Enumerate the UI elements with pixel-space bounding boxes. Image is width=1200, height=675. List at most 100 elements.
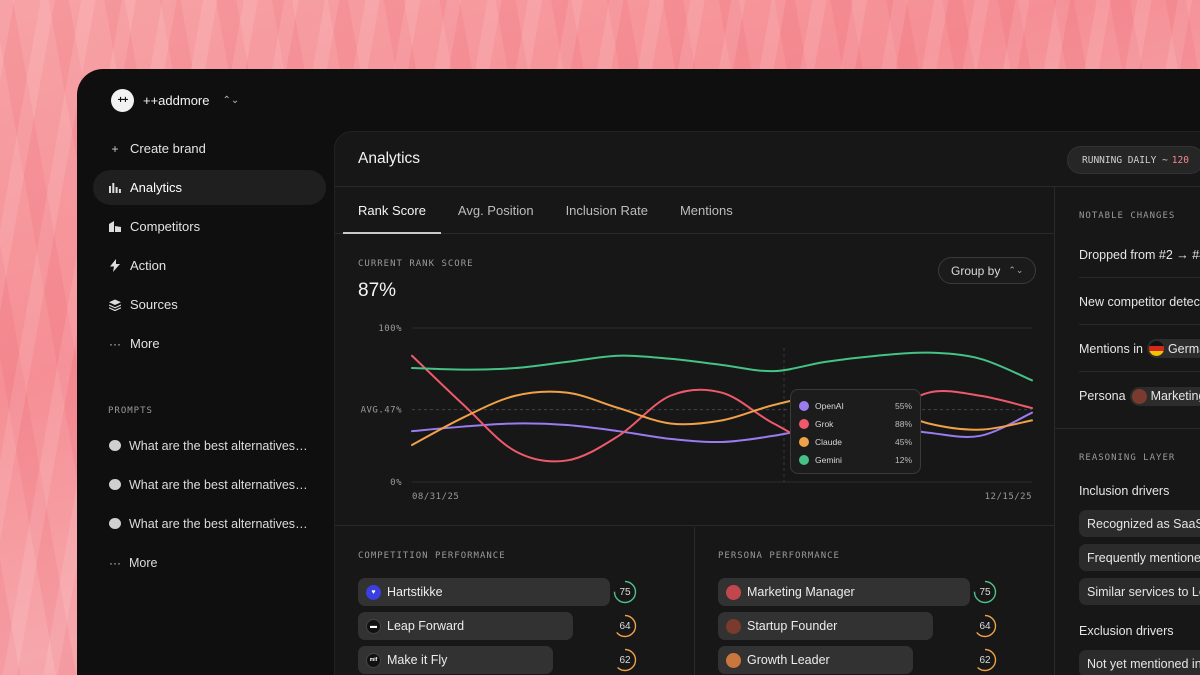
running-status-pill[interactable]: RUNNING DAILY ~ 120 [1067,146,1200,174]
prompt-item[interactable]: What are the best alternatives t... [93,506,326,541]
current-rank-label: CURRENT RANK SCORE [358,259,474,269]
score-value: 75 [979,586,991,598]
persona-row[interactable]: Startup Founder [718,612,933,640]
prompt-item[interactable]: What are the best alternatives t... [93,467,326,502]
y-tick-label: AVG.47% [361,406,403,416]
buildings-icon [109,221,121,232]
tooltip-name: OpenAI [815,401,844,411]
persona-performance: PERSONA PERFORMANCE Marketing Manager 75… [695,527,1055,675]
inclusion-drivers-label: Inclusion drivers [1079,484,1170,498]
insights-column: NOTABLE CHANGES Dropped from #2 → #4 New… [1055,187,1200,675]
persona-avatar [726,652,741,668]
sidebar-item-action[interactable]: Action [93,248,326,283]
persona-chip: Marketing [1129,386,1200,406]
persona-bar: Marketing Manager [718,578,970,606]
chat-bubble-icon [109,479,121,490]
competitor-name: Hartstikke [387,585,443,599]
openai-icon [799,401,809,411]
change-item[interactable]: New competitor detect [1079,279,1200,325]
competitor-row[interactable]: ♥ Hartstikke [358,578,610,606]
tab-rank-score[interactable]: Rank Score [343,187,441,234]
tooltip-value: 55% [894,401,912,411]
sidebar-item-label: Competitors [130,219,201,234]
score-ring: 75 [613,580,637,604]
gemini-icon [799,455,809,465]
score-ring-progress [613,614,637,638]
exclusion-driver[interactable]: Not yet mentioned in t [1079,650,1200,675]
current-rank-value: 87% [358,280,397,301]
tab-inclusion-rate[interactable]: Inclusion Rate [565,202,648,218]
persona-bar: Growth Leader [718,646,913,674]
score-ring: 75 [973,580,997,604]
competitor-bar: ▬ Leap Forward [358,612,573,640]
running-status-text: RUNNING DAILY ~ [1082,154,1168,166]
layers-icon [109,298,121,311]
chat-bubble-icon [109,440,121,451]
group-by-label: Group by [951,263,1001,278]
sidebar-item-competitors[interactable]: Competitors [93,209,326,244]
chat-bubble-icon [109,518,121,529]
sidebar-item-create-brand[interactable]: + Create brand [93,131,326,166]
y-tick-label: 100% [378,324,402,334]
change-item[interactable]: Mentions in Germa [1079,326,1200,372]
persona-row[interactable]: Marketing Manager [718,578,970,606]
competitor-row[interactable]: ▬ Leap Forward [358,612,573,640]
persona-name: Growth Leader [747,653,830,667]
tooltip-name: Grok [815,419,834,429]
grok-icon [799,419,809,429]
persona-title: PERSONA PERFORMANCE [718,551,840,561]
sidebar-item-analytics[interactable]: Analytics [93,170,326,205]
score-ring-arc [973,614,997,638]
sidebar-item-sources[interactable]: Sources [93,287,326,322]
prompts-more[interactable]: ··· More [93,545,326,580]
score-value: 62 [619,654,631,666]
score-value: 62 [979,654,991,666]
prompts-more-label: More [129,555,158,570]
tab-avg-position[interactable]: Avg. Position [457,202,534,218]
prompt-item[interactable]: What are the best alternatives t... [93,428,326,463]
change-item[interactable]: Dropped from #2 → #4 [1079,232,1200,278]
notable-changes-label: NOTABLE CHANGES [1079,211,1176,221]
group-by-button[interactable]: Group by ⌃⌄ [938,257,1037,284]
tooltip-value: 88% [894,419,912,429]
series-line-grok [411,354,1033,463]
bar-chart-icon [109,182,121,193]
competitor-bar: mif Make it Fly [358,646,553,674]
tooltip-value: 12% [894,455,912,465]
reasoning-layer-label: REASONING LAYER [1079,453,1176,463]
competitor-avatar: ▬ [366,618,381,634]
competition-performance: COMPETITION PERFORMANCE ♥ Hartstikke 75 … [335,527,695,675]
rank-score-line-chart: 100% AVG.47% 0% 08/31/25 12/15/25 [361,324,1033,502]
competitor-name: Make it Fly [387,653,448,667]
tooltip-row-claude: Claude 45% [799,433,912,451]
competition-title: COMPETITION PERFORMANCE [358,551,506,561]
score-ring-progress [613,580,637,604]
inclusion-driver[interactable]: Frequently mentioned [1079,544,1200,571]
persona-avatar [1131,388,1147,404]
persona-chip-label: Marketing [1150,389,1200,403]
score-ring-progress [973,614,997,638]
metric-tabs: Rank Score Avg. Position Inclusion Rate … [335,187,1054,234]
persona-row[interactable]: Growth Leader [718,646,913,674]
inclusion-driver[interactable]: Recognized as SaaS- [1079,510,1200,537]
sidebar-item-label: Create brand [130,141,206,156]
persona-avatar [726,584,741,600]
score-ring: 62 [973,648,997,672]
score-ring-arc [613,648,637,672]
series-line-openai [411,411,1033,444]
plus-icon: + [111,141,119,156]
competitor-row[interactable]: mif Make it Fly [358,646,553,674]
score-ring-arc [613,614,637,638]
sidebar-item-more[interactable]: ··· More [93,326,326,361]
tab-mentions[interactable]: Mentions [679,202,733,218]
brand-switcher[interactable]: ++ ++addmore ⌃⌄ [111,89,239,112]
change-item[interactable]: Persona Marketing [1079,373,1200,419]
prompts-section-label: PROMPTS [108,406,153,416]
inclusion-driver[interactable]: Similar services to Le [1079,578,1200,605]
persona-name: Marketing Manager [747,585,855,599]
prompt-text: What are the best alternatives t... [129,516,309,531]
tooltip-row-gemini: Gemini 12% [799,451,912,469]
brand-logo: ++ [111,89,134,112]
sidebar-item-label: Action [130,258,167,273]
y-tick-label: 0% [390,478,402,488]
